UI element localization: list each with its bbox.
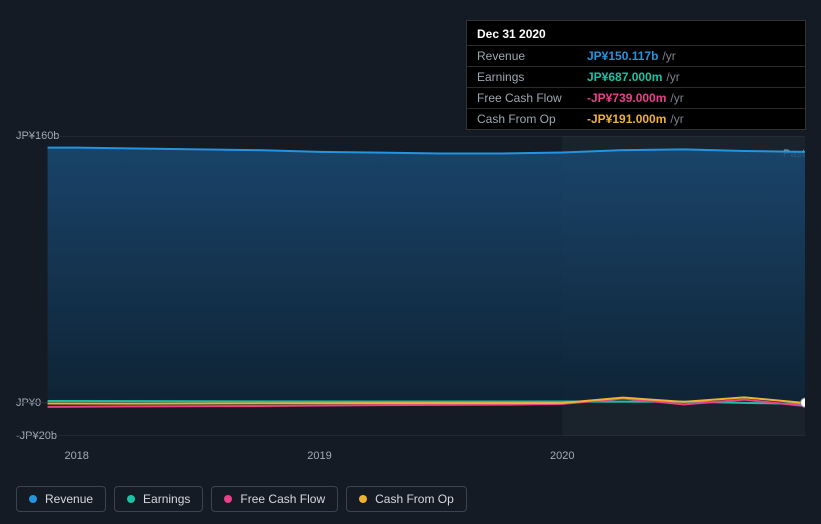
x-axis-tick-label: 2019	[307, 450, 331, 462]
x-axis-tick-label: 2020	[550, 450, 574, 462]
financials-chart: JP¥160bJP¥0-JP¥20b Past 201820192020	[16, 120, 805, 460]
chart-plot[interactable]	[16, 136, 805, 436]
tooltip-metric-unit: /yr	[670, 112, 683, 126]
tooltip-metric-label: Free Cash Flow	[477, 91, 587, 105]
hover-tooltip: Dec 31 2020 RevenueJP¥150.117b/yrEarning…	[466, 20, 806, 130]
legend-label: Cash From Op	[375, 492, 454, 506]
tooltip-row: EarningsJP¥687.000m/yr	[467, 66, 805, 87]
legend-label: Free Cash Flow	[240, 492, 325, 506]
legend-item[interactable]: Free Cash Flow	[211, 486, 338, 512]
tooltip-row: Cash From Op-JP¥191.000m/yr	[467, 108, 805, 129]
tooltip-date: Dec 31 2020	[467, 21, 805, 45]
tooltip-row: RevenueJP¥150.117b/yr	[467, 45, 805, 66]
legend-dot-icon	[359, 495, 367, 503]
tooltip-metric-label: Cash From Op	[477, 112, 587, 126]
legend-label: Revenue	[45, 492, 93, 506]
legend-item[interactable]: Cash From Op	[346, 486, 467, 512]
tooltip-metric-value: -JP¥739.000m	[587, 91, 666, 105]
tooltip-metric-unit: /yr	[662, 49, 675, 63]
legend-dot-icon	[127, 495, 135, 503]
tooltip-metric-label: Revenue	[477, 49, 587, 63]
legend-dot-icon	[29, 495, 37, 503]
legend-item[interactable]: Earnings	[114, 486, 203, 512]
legend-item[interactable]: Revenue	[16, 486, 106, 512]
tooltip-metric-unit: /yr	[666, 70, 679, 84]
tooltip-metric-value: JP¥150.117b	[587, 49, 658, 63]
tooltip-metric-value: JP¥687.000m	[587, 70, 662, 84]
tooltip-row: Free Cash Flow-JP¥739.000m/yr	[467, 87, 805, 108]
tooltip-metric-label: Earnings	[477, 70, 587, 84]
tooltip-metric-value: -JP¥191.000m	[587, 112, 666, 126]
tooltip-metric-unit: /yr	[670, 91, 683, 105]
marker-dot	[801, 398, 806, 407]
chart-legend: Revenue Earnings Free Cash Flow Cash From O…	[16, 486, 467, 512]
legend-dot-icon	[224, 495, 232, 503]
legend-label: Earnings	[143, 492, 190, 506]
x-axis-tick-label: 2018	[64, 450, 88, 462]
